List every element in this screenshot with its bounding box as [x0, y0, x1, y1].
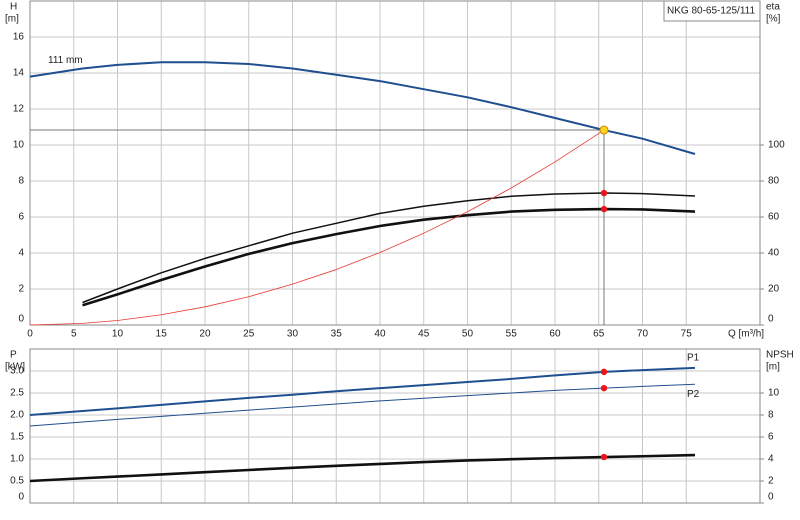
y-tick-label: 1.5: [10, 432, 24, 443]
y-tick-label: 1.0: [10, 454, 24, 465]
curve-label: P2: [687, 389, 700, 400]
x-tick-label: 70: [637, 329, 649, 340]
y2-tick-label: 8: [768, 410, 774, 421]
y-axis-unit: [kW]: [5, 362, 25, 373]
x-tick-label: 5: [71, 329, 77, 340]
y2-axis-label: eta: [766, 2, 780, 13]
x-tick-label: 20: [199, 329, 211, 340]
y2-axis-unit: [m]: [766, 362, 780, 373]
x-tick-label: 50: [462, 329, 474, 340]
curve: [29, 366, 696, 416]
y-axis-unit: [m]: [5, 14, 19, 25]
title-box: [663, 0, 761, 22]
curve: [82, 192, 696, 304]
y2-tick-label: 2: [768, 476, 774, 487]
y2-axis-label: NPSH: [766, 350, 794, 361]
curve: [29, 61, 696, 155]
y2-tick-label: 0: [768, 492, 774, 503]
y2-tick-label: 100: [768, 140, 785, 151]
y-tick-label: 4: [18, 248, 24, 259]
duty-point: [600, 453, 608, 461]
curve: [29, 453, 696, 483]
x-axis-label: Q [m³/h]: [728, 329, 764, 340]
x-tick-label: 25: [243, 329, 255, 340]
y2-tick-label: 4: [768, 454, 774, 465]
y-tick-label: 16: [13, 32, 25, 43]
y2-tick-label: 20: [768, 284, 780, 295]
plot-frame: [29, 0, 761, 326]
y-tick-label: 0.5: [10, 476, 24, 487]
y-tick-label: 8: [18, 176, 24, 187]
x-tick-label: 30: [287, 329, 299, 340]
y2-tick-label: 10: [768, 388, 780, 399]
x-tick-label: 35: [331, 329, 343, 340]
plot-frame: [29, 348, 761, 504]
duty-point: [600, 368, 608, 376]
y-tick-label: 0: [18, 314, 24, 325]
x-tick-label: 55: [506, 329, 518, 340]
duty-point: [600, 189, 608, 197]
y2-tick-label: 0: [768, 314, 774, 325]
y-axis-label: P: [10, 350, 17, 361]
y-tick-label: 6: [18, 212, 24, 223]
y2-tick-label: 6: [768, 432, 774, 443]
x-tick-label: 15: [156, 329, 168, 340]
x-tick-label: 65: [593, 329, 605, 340]
y-tick-label: 2.0: [10, 410, 24, 421]
y-tick-label: 2: [18, 284, 24, 295]
y-axis-label: H: [10, 2, 17, 13]
x-tick-label: 60: [549, 329, 561, 340]
y2-tick-label: 80: [768, 176, 780, 187]
curve: [29, 383, 696, 427]
x-tick-label: 75: [681, 329, 693, 340]
x-tick-label: 40: [374, 329, 386, 340]
y2-tick-label: 40: [768, 248, 780, 259]
curve-label: P1: [687, 353, 700, 364]
y-tick-label: 12: [13, 104, 25, 115]
y2-tick-label: 60: [768, 212, 780, 223]
curve: [82, 207, 696, 307]
duty-point: [600, 205, 608, 213]
y-tick-label: 2.5: [10, 388, 24, 399]
x-tick-label: 10: [112, 329, 124, 340]
curve-label: 111 mm: [48, 55, 83, 66]
y-tick-label: 3.0: [10, 366, 24, 377]
y-tick-label: 14: [13, 68, 25, 79]
duty-point: [600, 384, 608, 392]
x-tick-label: 45: [418, 329, 430, 340]
y-tick-label: 10: [13, 140, 25, 151]
y-tick-label: 0: [18, 492, 24, 503]
chart-title: NKG 80-65-125/111: [667, 6, 755, 17]
duty-point: [599, 125, 609, 135]
x-tick-label: 0: [27, 329, 33, 340]
y2-axis-unit: [%]: [766, 14, 781, 25]
curve: [29, 129, 605, 326]
